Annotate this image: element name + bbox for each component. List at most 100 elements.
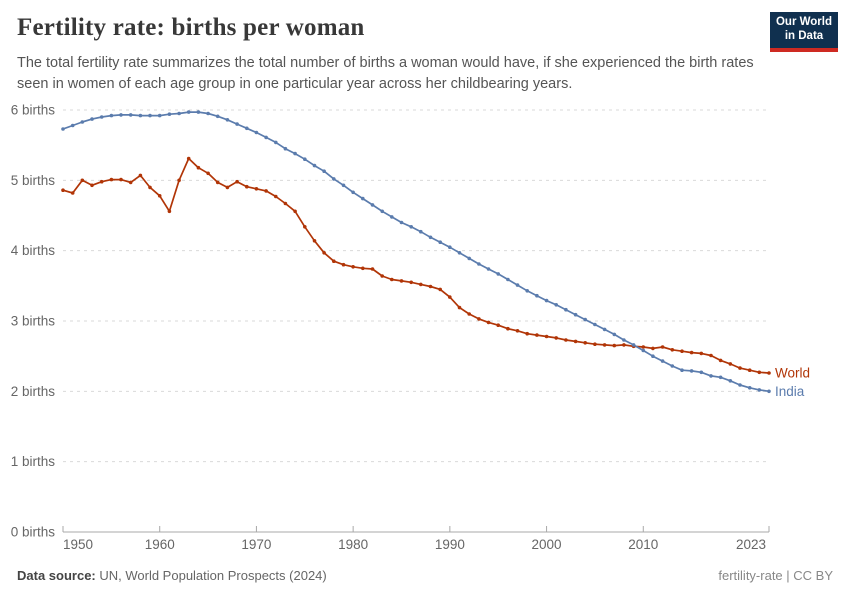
series-point-world [448,295,452,299]
series-point-india [351,190,355,195]
series-point-india [486,267,491,271]
series-point-world [670,348,675,352]
series-point-india [332,177,336,181]
series-point-india [728,379,733,383]
y-tick-label: 1 births [11,454,56,469]
chart-subtitle: The total fertility rate summarizes the … [17,55,754,92]
series-point-world [738,366,742,370]
series-point-world [544,334,549,339]
series-point-world [689,350,694,355]
series-point-india [535,293,539,298]
series-point-india [312,163,317,168]
series-point-india [438,240,443,244]
series-point-india [390,215,394,219]
series-point-india [303,157,307,161]
series-point-world [399,279,404,283]
series-point-india [564,307,568,312]
x-tick-label: 2000 [532,537,562,552]
chart-footer: Data source: UN, World Population Prospe… [17,568,833,588]
series-point-india [245,126,249,131]
series-point-world [564,338,568,342]
series-point-india [477,262,481,266]
series-point-india [457,251,462,255]
series-line-india [62,111,770,393]
series-point-world [496,323,501,328]
series-point-india [448,245,452,249]
series-point-india [747,386,752,390]
series-point-india [283,146,288,151]
series-point-world [177,178,181,183]
owid-logo-line2: in Data [784,30,824,42]
x-tick-label: 1970 [241,537,271,552]
series-point-world [215,180,220,185]
series-point-india [264,135,268,140]
series-point-india [631,343,636,347]
license-text: fertility-rate | CC BY [718,568,833,583]
owid-logo[interactable]: Our World in Data [770,12,838,52]
data-source-text: UN, World Population Prospects (2024) [95,568,327,583]
series-point-india [467,256,472,261]
series-point-india [254,130,259,135]
series-point-world [680,349,684,354]
series-point-world [486,320,491,325]
series-point-india [399,220,404,225]
series-point-india [525,289,529,293]
series-point-world [322,251,326,255]
series-point-world [245,184,249,189]
series-point-world [167,209,172,214]
series-point-india [506,277,510,282]
series-point-india [274,140,278,145]
series-end-label-india: India [775,384,805,399]
series-point-world [651,346,655,351]
series-point-world [699,351,704,356]
y-tick-label: 3 births [11,314,56,329]
series-point-world [535,333,539,337]
series-point-india [767,389,771,394]
x-tick-label: 2010 [628,537,658,552]
series-point-india [361,196,365,201]
series-point-india [61,127,65,131]
series-point-world [99,179,104,184]
series-point-india [496,272,501,276]
series-point-world [235,179,239,184]
series-point-world [274,194,278,199]
series-point-india [177,111,181,116]
series-point-india [225,118,230,122]
y-tick-label: 2 births [11,384,56,399]
series-point-world [351,265,355,269]
series-point-india [738,383,742,387]
series-point-india [757,388,762,392]
series-point-india [215,114,220,119]
series-point-india [612,332,617,337]
series-point-world [264,189,268,193]
series-point-india [70,123,75,128]
series-point-india [602,327,607,332]
owid-logo-line1: Our World [775,16,832,28]
series-point-world [438,287,443,292]
series-point-world [747,368,752,373]
series-point-india [718,375,723,380]
series-point-world [506,326,510,331]
series-point-world [409,280,414,285]
series-point-india [99,115,104,119]
series-point-india [167,112,172,116]
series-point-world [622,343,626,347]
series-point-world [525,331,529,336]
series-point-world [660,345,665,349]
series-point-world [380,274,385,278]
series-point-india [138,113,143,118]
series-point-world [225,185,230,190]
series-point-india [622,338,626,342]
series-point-india [419,229,423,234]
chart-title: Fertility rate: births per woman [17,14,365,41]
series-point-india [235,122,239,126]
series-point-world [157,194,162,198]
series-end-label-world: World [775,366,810,381]
x-tick-label: 2023 [736,537,766,552]
series-point-world [70,191,75,195]
series-point-world [341,262,346,267]
series-point-world [109,177,114,182]
series-point-world [641,345,646,349]
series-point-world [709,353,713,358]
